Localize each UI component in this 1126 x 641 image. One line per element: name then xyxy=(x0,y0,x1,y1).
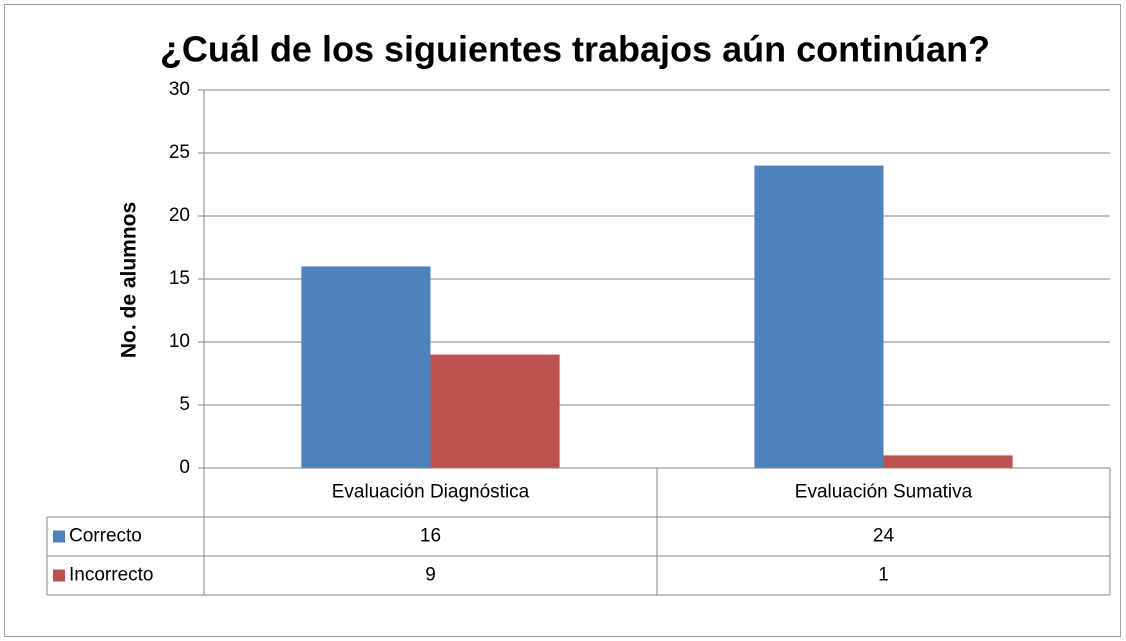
bar xyxy=(430,354,560,468)
table-value: 16 xyxy=(420,526,441,547)
chart-title: ¿Cuál de los siguientes trabajos aún con… xyxy=(160,29,990,70)
y-axis-label: No. de alumnos xyxy=(118,202,141,358)
y-tick-label: 20 xyxy=(169,205,190,226)
x-tick-label: Evaluación Diagnóstica xyxy=(332,482,530,503)
bar xyxy=(301,266,431,468)
bar xyxy=(754,165,884,468)
y-tick-label: 10 xyxy=(169,331,190,352)
legend-key xyxy=(53,530,65,543)
y-tick-label: 0 xyxy=(179,457,190,478)
legend-key xyxy=(53,569,65,582)
table-value: 1 xyxy=(878,565,889,586)
y-tick-label: 5 xyxy=(179,394,190,415)
x-tick-label: Evaluación Sumativa xyxy=(795,482,973,503)
y-tick-label: 30 xyxy=(169,79,190,100)
chart-frame xyxy=(4,4,1121,637)
table-value: 24 xyxy=(873,526,895,547)
bar xyxy=(883,455,1013,468)
legend-label: Correcto xyxy=(69,526,142,547)
y-tick-label: 15 xyxy=(169,268,190,289)
legend-label: Incorrecto xyxy=(69,565,153,586)
y-tick-label: 25 xyxy=(169,142,190,163)
table-value: 9 xyxy=(425,565,436,586)
